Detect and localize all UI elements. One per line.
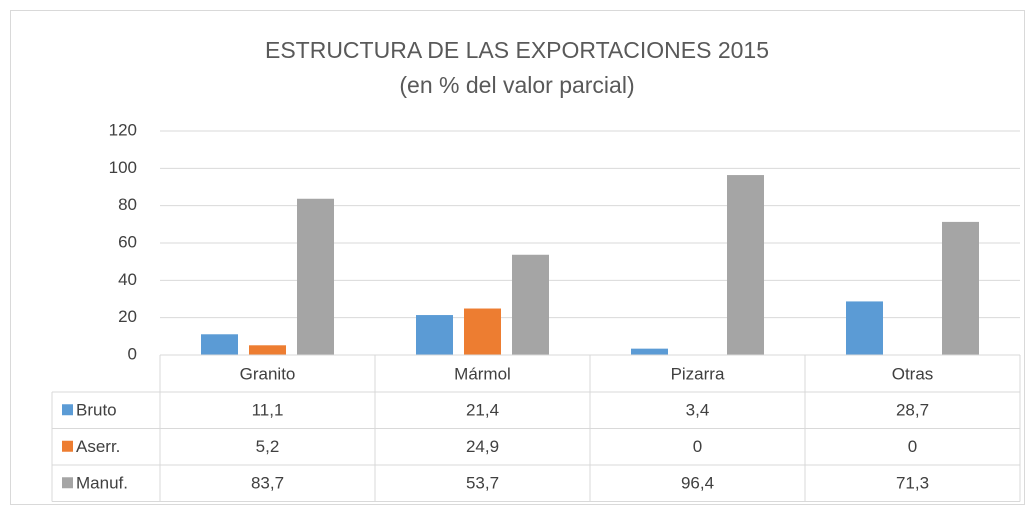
- y-tick-label: 80: [118, 195, 137, 214]
- legend-swatch: [62, 477, 73, 489]
- data-label: 11,1: [252, 401, 284, 420]
- legend-swatch: [62, 440, 73, 452]
- x-tick-label: Otras: [892, 364, 934, 383]
- bar: [201, 334, 238, 355]
- bar: [416, 315, 453, 355]
- legend-label: Aserr.: [76, 437, 120, 456]
- chart-title: ESTRUCTURA DE LAS EXPORTACIONES 2015: [265, 37, 769, 63]
- x-tick-label: Mármol: [454, 364, 511, 383]
- bar: [942, 221, 979, 355]
- data-label: 96,4: [681, 474, 714, 493]
- data-label: 53,7: [466, 474, 499, 493]
- x-tick-label: Granito: [240, 364, 296, 383]
- y-tick-label: 100: [109, 158, 137, 177]
- bar: [846, 301, 883, 355]
- bar: [512, 254, 549, 355]
- data-label: 0: [908, 437, 917, 456]
- y-tick-label: 20: [118, 307, 137, 326]
- data-label: 24,9: [466, 437, 499, 456]
- data-label: 0: [693, 437, 702, 456]
- data-label: 83,7: [251, 474, 284, 493]
- data-label: 5,2: [256, 437, 280, 456]
- y-tick-label: 40: [118, 270, 137, 289]
- bar: [464, 308, 501, 355]
- x-tick-label: Pizarra: [671, 364, 725, 383]
- data-label: 71,3: [896, 474, 929, 493]
- chart-subtitle: (en % del valor parcial): [399, 72, 634, 98]
- y-tick-label: 120: [109, 120, 137, 139]
- bar: [249, 345, 286, 355]
- y-tick-label: 60: [118, 232, 137, 251]
- data-label: 28,7: [896, 401, 929, 420]
- legend-label: Bruto: [76, 401, 117, 420]
- bar: [727, 175, 764, 355]
- y-tick-label: 0: [128, 344, 137, 363]
- data-label: 21,4: [466, 401, 499, 420]
- bar: [631, 348, 668, 355]
- bar: [297, 198, 334, 355]
- data-label: 3,4: [686, 401, 710, 420]
- legend-swatch: [62, 404, 73, 416]
- legend-label: Manuf.: [76, 474, 128, 493]
